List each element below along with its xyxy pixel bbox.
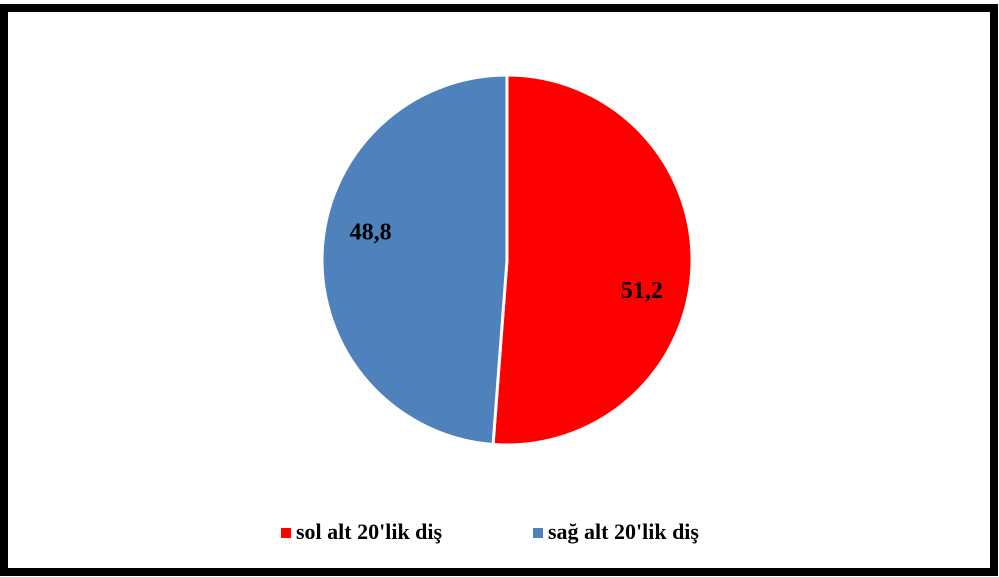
legend-label: sağ alt 20'lik diş bbox=[548, 519, 699, 544]
pie-slice bbox=[320, 73, 509, 447]
data-label: 48,8 bbox=[350, 220, 392, 246]
pie-slice bbox=[491, 73, 694, 447]
legend-label: sol alt 20'lik diş bbox=[296, 519, 443, 544]
legend-swatch bbox=[533, 528, 543, 538]
data-label: 51,2 bbox=[621, 278, 663, 304]
legend-swatch bbox=[281, 528, 291, 538]
